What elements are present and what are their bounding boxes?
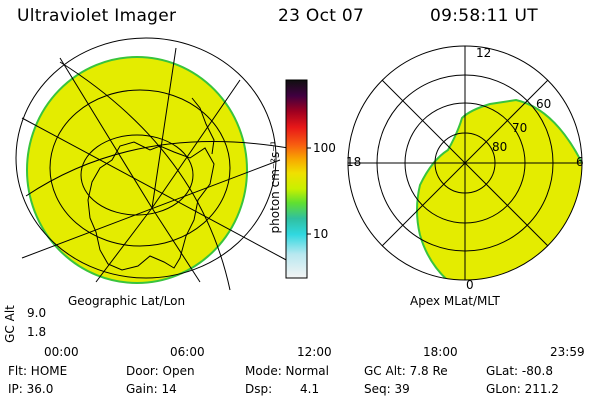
timeline-axis-label: GC Alt [3,305,17,343]
antarctica-coastline [87,141,215,271]
peninsula-coastline [191,97,215,155]
mlat-label-70: 70 [512,121,528,135]
ip-status: IP: 36.0 [8,382,54,396]
color-bar-unit-label: photon cm⁻²s⁻¹ [268,140,282,234]
right-panel-caption: Apex MLat/MLT [410,294,500,308]
mlt-label-6: 6 [576,155,584,169]
time-label: 09:58:11 UT [430,6,538,26]
dsp-value: 4.1 [300,382,320,396]
color-bar [285,79,311,279]
seq-status: Seq: 39 [364,382,410,396]
left-emission-disk [26,56,248,284]
timeline-ytick-low: 1.8 [27,325,47,339]
mlt-label-18: 18 [346,155,362,169]
mlat-label-80: 80 [492,140,508,154]
date-label: 23 Oct 07 [278,6,365,26]
imager-panels [15,37,583,291]
glat-status: GLat: -80.8 [486,364,553,378]
timeline-xtick-1800: 18:00 [423,345,458,359]
door-status: Door: Open [126,364,195,378]
timeline-xtick-0600: 06:00 [170,345,205,359]
mode-status: Mode: Normal [245,364,329,378]
mlat-label-60: 60 [536,97,552,111]
auroral-oval [416,98,582,280]
flight-status: Flt: HOME [8,364,68,378]
mlt-label-0: 0 [466,278,474,292]
gain-status: Gain: 14 [126,382,177,396]
mlt-label-12: 12 [476,46,492,60]
gc-alt-status: GC Alt: 7.8 Re [364,364,448,378]
left-panel-caption: Geographic Lat/Lon [68,294,186,308]
color-bar-label-10: 10 [313,227,329,241]
instrument-title: Ultraviolet Imager [17,6,177,26]
dsp-label: Dsp: [245,382,273,396]
left-latlon-grid [15,37,301,291]
timeline-ytick-high: 9.0 [27,306,47,320]
color-bar-label-100: 100 [313,141,336,155]
polar-grid [347,45,583,281]
polar-plot [347,45,583,281]
glon-status: GLon: 211.2 [486,382,559,396]
geographic-map [15,37,301,291]
timeline-xtick-2359: 23:59 [550,345,585,359]
timeline-xtick-0000: 00:00 [44,345,79,359]
timeline-xtick-1200: 12:00 [297,345,332,359]
